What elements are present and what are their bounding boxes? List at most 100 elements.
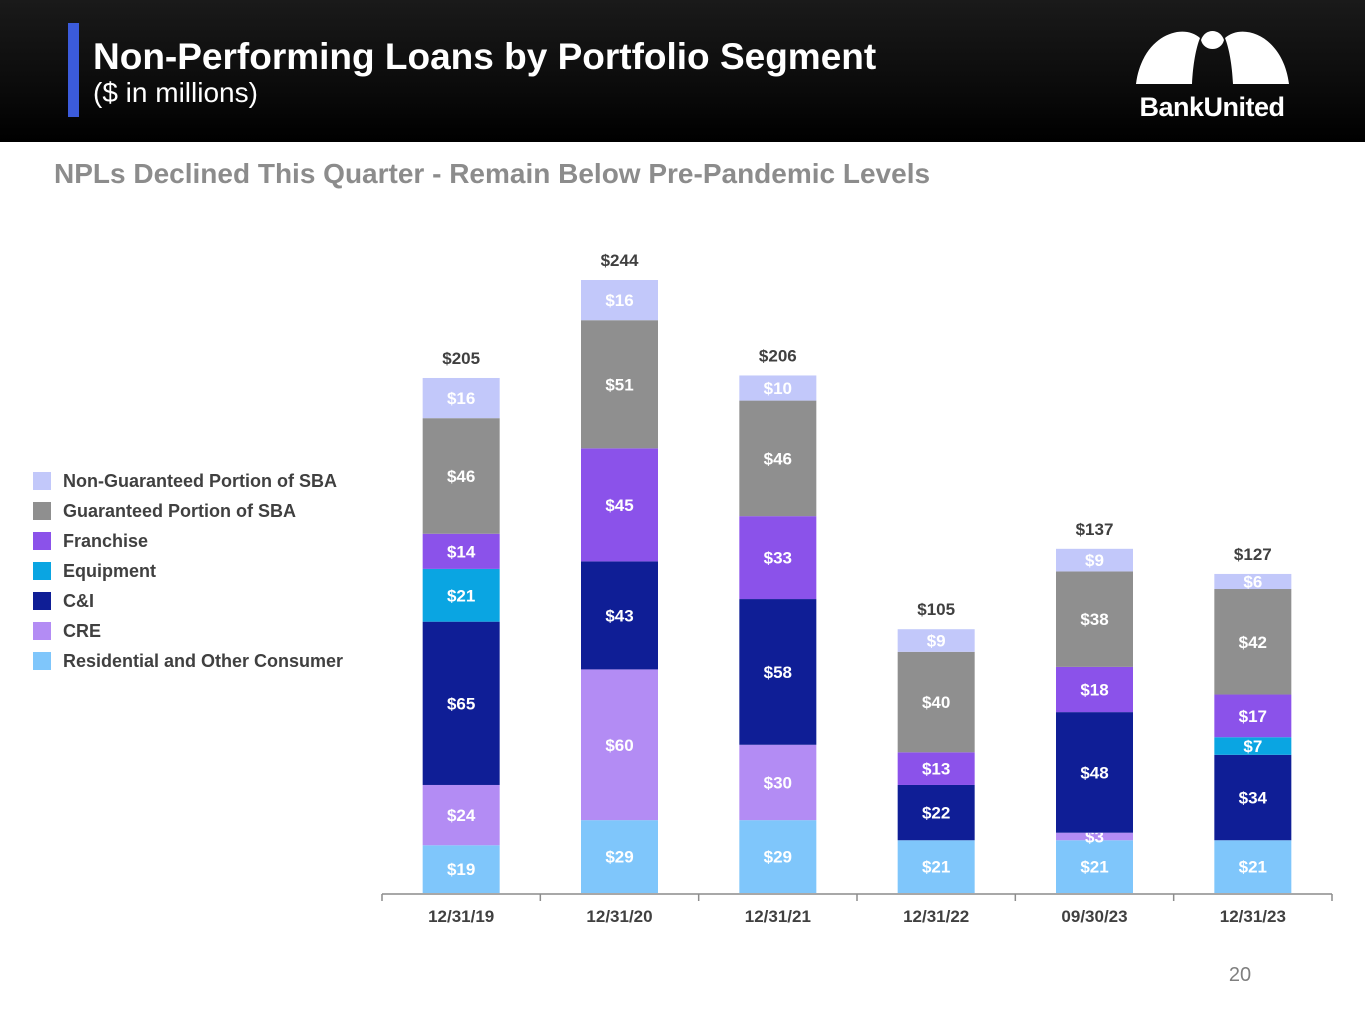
header-bar: Non-Performing Loans by Portfolio Segmen… xyxy=(0,0,1365,142)
bar-value-label: $21 xyxy=(447,586,475,605)
legend-label: Non-Guaranteed Portion of SBA xyxy=(63,471,337,491)
bar-segment xyxy=(1214,573,1292,590)
x-tick-label: 12/31/22 xyxy=(903,907,969,926)
bar-segment xyxy=(422,845,500,893)
bar-total-label: $205 xyxy=(442,349,480,368)
bar-segment xyxy=(1056,712,1133,833)
bar-value-label: $45 xyxy=(605,496,633,515)
bar-segment xyxy=(897,784,975,841)
bar-value-label: $7 xyxy=(1243,737,1262,756)
bar-value-label: $38 xyxy=(1080,610,1108,629)
slide-headline: NPLs Declined This Quarter - Remain Belo… xyxy=(54,158,931,189)
bar-segment xyxy=(739,400,817,517)
bar-value-label: $18 xyxy=(1080,681,1108,700)
bar-segment xyxy=(422,784,500,846)
logo-wordmark: BankUnited xyxy=(1139,92,1285,122)
bar-segment xyxy=(1056,832,1133,841)
bar-value-label: $48 xyxy=(1080,763,1108,782)
legend-label: Residential and Other Consumer xyxy=(63,651,344,671)
legend-label: CRE xyxy=(63,621,102,641)
bar-value-label: $34 xyxy=(1239,789,1268,808)
bar-value-label: $58 xyxy=(764,663,792,682)
legend-swatch xyxy=(33,622,51,640)
x-tick-label: 12/31/20 xyxy=(586,907,652,926)
x-tick-label: 09/30/23 xyxy=(1061,907,1127,926)
bar-segment xyxy=(897,840,975,893)
bar-segment xyxy=(422,377,500,419)
bar-value-label: $16 xyxy=(605,291,633,310)
legend-swatch xyxy=(33,532,51,550)
bar-total-label: $244 xyxy=(601,251,639,270)
bar-segment xyxy=(581,448,658,562)
bar-value-label: $51 xyxy=(605,375,633,394)
bar-value-label: $22 xyxy=(922,804,950,823)
legend-swatch xyxy=(33,562,51,580)
bar-value-label: $30 xyxy=(764,773,792,792)
bar-value-label: $16 xyxy=(447,389,475,408)
bar-value-label: $19 xyxy=(447,860,475,879)
bar-segment xyxy=(739,516,817,600)
bar-total-label: $206 xyxy=(759,346,797,365)
bankunited-logo-icon xyxy=(1136,31,1289,84)
legend-swatch xyxy=(33,592,51,610)
bar-segment xyxy=(897,752,975,785)
bar-value-label: $13 xyxy=(922,760,950,779)
bar-segment xyxy=(1056,571,1133,667)
page-number: 20 xyxy=(1228,964,1252,986)
bar-segment xyxy=(897,629,975,652)
bar-segment xyxy=(739,375,817,401)
legend-swatch xyxy=(33,502,51,520)
bar-total-label: $127 xyxy=(1234,545,1272,564)
bar-segment xyxy=(1214,840,1292,893)
bar-value-label: $65 xyxy=(447,694,475,713)
legend-swatch xyxy=(33,652,51,670)
page-title: Non-Performing Loans by Portfolio Segmen… xyxy=(93,36,877,77)
bar-segment xyxy=(1056,666,1133,713)
bar-value-label: $33 xyxy=(764,549,792,568)
legend-label: Equipment xyxy=(63,561,156,581)
bar-value-label: $9 xyxy=(927,632,946,651)
x-tick-label: 12/31/23 xyxy=(1220,907,1286,926)
bar-segment xyxy=(581,280,658,321)
bar-segment xyxy=(739,599,817,745)
bar-value-label: $14 xyxy=(447,542,476,561)
legend-label: C&I xyxy=(63,591,94,611)
legend-label: Guaranteed Portion of SBA xyxy=(63,501,297,521)
bar-value-label: $29 xyxy=(764,848,792,867)
bar-segment xyxy=(422,621,500,785)
bar-segment xyxy=(422,533,500,569)
bar-value-label: $9 xyxy=(1085,551,1104,570)
bar-value-label: $21 xyxy=(922,858,950,877)
bar-segment xyxy=(1056,840,1133,893)
bar-total-label: $137 xyxy=(1076,520,1114,539)
bar-segment xyxy=(1056,548,1133,572)
legend-label: Franchise xyxy=(63,531,149,551)
bar-segment xyxy=(739,744,817,821)
bar-segment xyxy=(1214,589,1292,695)
bar-segment xyxy=(581,320,658,449)
bar-value-label: $46 xyxy=(764,449,792,468)
bar-value-label: $43 xyxy=(605,606,633,625)
x-tick-label: 12/31/19 xyxy=(428,907,494,926)
x-tick-label: 12/31/21 xyxy=(745,907,811,926)
bar-segment xyxy=(422,418,500,534)
bar-value-label: $60 xyxy=(605,736,633,755)
page-subtitle: ($ in millions) xyxy=(93,77,258,108)
bar-value-label: $40 xyxy=(922,693,950,712)
bar-segment xyxy=(581,820,658,893)
legend-swatch xyxy=(33,472,51,490)
bar-value-label: $46 xyxy=(447,467,475,486)
bar-value-label: $17 xyxy=(1239,707,1267,726)
bar-value-label: $24 xyxy=(447,806,476,825)
bar-value-label: $6 xyxy=(1243,572,1262,591)
bar-value-label: $10 xyxy=(764,379,792,398)
bar-value-label: $29 xyxy=(605,848,633,867)
bar-segment xyxy=(422,568,500,622)
bar-segment xyxy=(1214,694,1292,738)
bar-value-label: $21 xyxy=(1080,858,1108,877)
bar-segment xyxy=(581,561,658,670)
bar-segment xyxy=(897,651,975,753)
bar-value-label: $42 xyxy=(1239,633,1267,652)
bar-segment xyxy=(581,669,658,821)
